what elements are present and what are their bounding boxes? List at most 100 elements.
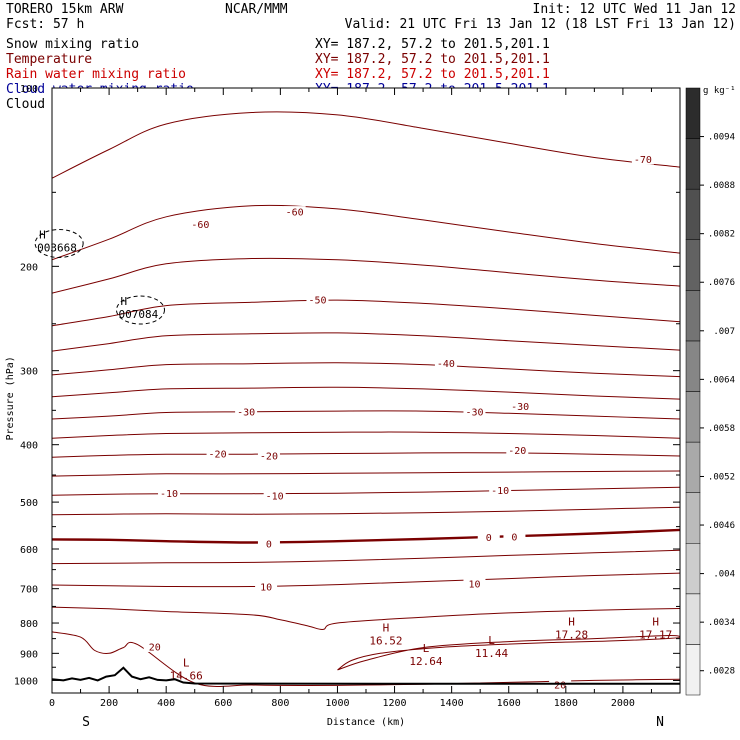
extremum-value-1: 17.28 xyxy=(555,628,588,641)
colorbar-band-4 xyxy=(685,441,701,493)
isotherm--50 xyxy=(52,299,680,327)
isotherm-20-warm-loop xyxy=(337,635,680,671)
field-name-0: Snow mixing ratio xyxy=(6,37,139,52)
isotherm-label-bg--30-2 xyxy=(509,400,532,412)
isotherm-label--40-0: -40 xyxy=(437,359,455,370)
isotherm-label-10-1: 10 xyxy=(468,579,480,590)
colorbar: .0094 .0088 .0082 .0076 .007 .0064 .0058 .0052.… xyxy=(685,87,735,696)
y-tick-label-800: 800 xyxy=(20,619,38,630)
x-tick-label-400: 400 xyxy=(157,698,175,709)
isotherm-label-0-0: 0 xyxy=(266,539,272,550)
y-axis-title: Pressure (hPa) xyxy=(5,356,16,440)
isotherm-label--60-1: -60 xyxy=(286,208,304,219)
extremum-value-2: 17.17 xyxy=(639,628,672,641)
colorbar-band-7 xyxy=(685,290,701,342)
isotherm--35 xyxy=(52,386,680,400)
endpoint-north: N xyxy=(656,715,664,730)
x-tick-label-1200: 1200 xyxy=(382,698,406,709)
isotherm-label-0-2: 0 xyxy=(511,533,517,544)
colorbar-label-0: .0094 xyxy=(708,133,735,143)
isotherm-label--60-0: -60 xyxy=(191,220,209,231)
isotherm--25 xyxy=(52,431,680,439)
valid-time-label: Valid: 21 UTC Fri 13 Jan 12 (18 LST Fri … xyxy=(345,17,736,32)
colorbar-label-6: .0058 xyxy=(708,424,735,434)
colorbar-label-7: .0052 xyxy=(708,472,735,482)
colorbar-band-1 xyxy=(685,593,701,645)
snow-contour-0 xyxy=(34,228,84,258)
isotherm--55 xyxy=(52,257,680,294)
colorbar-band-10 xyxy=(685,138,701,190)
colorbar-label-5: .0064 xyxy=(708,375,735,385)
isotherm-label--30-1: -30 xyxy=(465,407,483,418)
isotherm-label-bg--60-1 xyxy=(283,206,306,218)
y-tick-label-500: 500 xyxy=(20,498,38,509)
isotherm-label-bg--10-2 xyxy=(489,484,512,496)
isotherm-label--10-1: -10 xyxy=(266,491,284,502)
isotherm-label-10-0: 10 xyxy=(260,582,272,593)
isotherm-label--70-0: -70 xyxy=(634,155,652,166)
colorbar-band-3 xyxy=(685,492,701,544)
x-tick-label-200: 200 xyxy=(100,698,118,709)
isotherm--30 xyxy=(52,410,680,420)
temperature-contours: -70 -60 -60 -50 -40 -30 -30 -30 -20 -20 -20 -10 -10 -… xyxy=(52,111,680,692)
x-tick-label-0: 0 xyxy=(49,698,55,709)
colorbar-band-9 xyxy=(685,188,701,241)
extremum-kind-2: H xyxy=(652,615,659,628)
isotherm-label--30-0: -30 xyxy=(237,407,255,418)
x-tick-label-1000: 1000 xyxy=(325,698,349,709)
field-xy-1: XY= 187.2, 57.2 to 201.5,201.1 xyxy=(315,52,550,67)
colorbar-label-11: .0028 xyxy=(708,667,735,677)
extremum-kind-5: L xyxy=(183,656,190,669)
plot-area xyxy=(52,88,680,693)
colorbar-band-0 xyxy=(685,644,701,696)
isotherm--70 xyxy=(52,111,680,179)
extremum-value-5: 14.66 xyxy=(170,669,203,682)
isotherm-0 xyxy=(52,528,680,544)
colorbar-label-8: .0046 xyxy=(708,521,735,531)
isotherm-label--10-2: -10 xyxy=(491,486,509,497)
isotherm-label--20-1: -20 xyxy=(260,452,278,463)
init-label: Init: 12 UTC Wed 11 Jan 12 xyxy=(533,2,737,17)
x-tick-label-600: 600 xyxy=(214,698,232,709)
model-label: TORERO 15km ARW xyxy=(6,2,124,17)
y-tick-label-400: 400 xyxy=(20,441,38,452)
isotherm-label-bg--20-0 xyxy=(206,448,229,460)
isotherm-label--10-0: -10 xyxy=(160,489,178,500)
field-name-2: Rain water mixing ratio xyxy=(6,67,186,82)
isotherm--45 xyxy=(52,332,680,352)
extremum-kind-0: H xyxy=(383,622,390,635)
x-tick-label-1600: 1600 xyxy=(497,698,521,709)
center-label: NCAR/MMM xyxy=(225,2,288,17)
y-tick-label-600: 600 xyxy=(20,545,38,556)
colorbar-band-6 xyxy=(685,340,701,392)
isotherm-label--50-0: -50 xyxy=(308,296,326,307)
isotherm-label-bg--10-1 xyxy=(263,489,286,501)
endpoint-south: S xyxy=(82,715,90,730)
y-tick-label-300: 300 xyxy=(20,367,38,378)
isotherm-label-20-0: 20 xyxy=(149,642,161,653)
colorbar-label-10: .0034 xyxy=(708,618,735,628)
isotherm-label-bg--10-0 xyxy=(158,487,181,499)
isotherm-label-bg-10-1 xyxy=(463,577,486,589)
y-tick-label-200: 200 xyxy=(20,262,38,273)
colorbar-label-3: .0076 xyxy=(708,278,735,288)
x-tick-label-1800: 1800 xyxy=(554,698,578,709)
y-tick-label-900: 900 xyxy=(20,649,38,660)
snow-extremum-value-0: 003668 xyxy=(37,241,77,254)
isotherm-label-bg-0-0 xyxy=(257,537,280,549)
snow-contour-1 xyxy=(115,295,165,325)
isotherm-label-bg--60-0 xyxy=(189,218,212,230)
isotherm-label-bg-0-2 xyxy=(503,531,526,543)
isotherm-label-bg--40-0 xyxy=(434,357,457,369)
colorbar-label-4: .007 xyxy=(713,327,735,337)
isotherm-label-bg-10-0 xyxy=(255,580,278,592)
colorbar-band-5 xyxy=(685,391,701,443)
isotherm--20 xyxy=(52,452,680,458)
isotherm--5 xyxy=(52,506,680,516)
colorbar-label-1: .0088 xyxy=(708,181,735,191)
terrain-line xyxy=(51,666,680,685)
y-tick-label-top: 100 xyxy=(20,84,38,95)
isotherm-label-bg--70-0 xyxy=(631,153,654,165)
